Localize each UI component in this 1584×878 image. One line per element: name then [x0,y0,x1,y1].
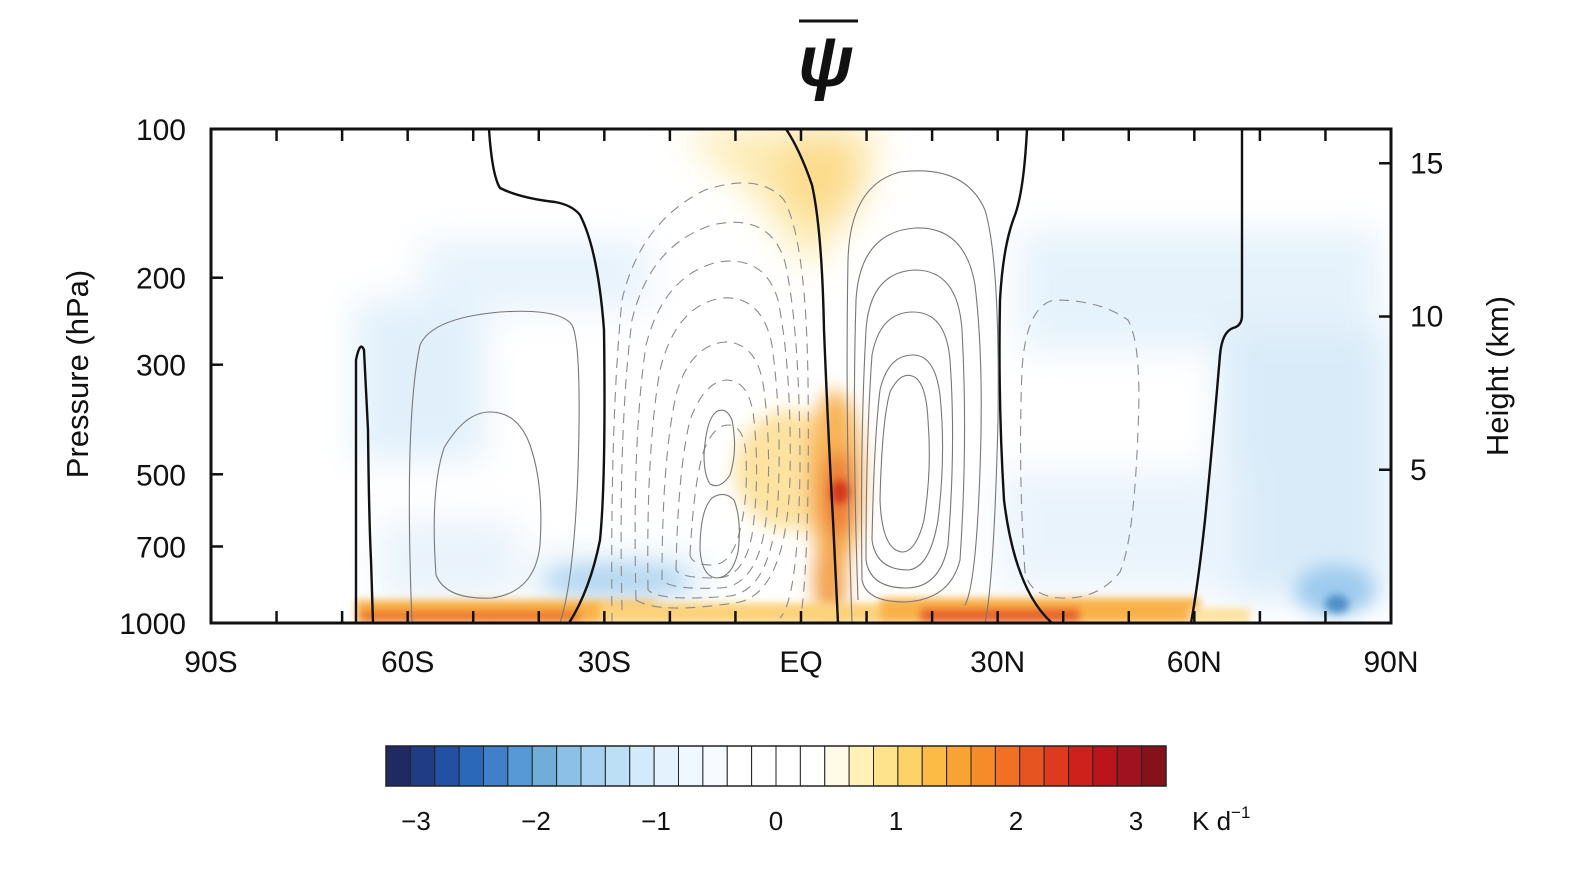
colorbar-bin [653,745,679,787]
colorbar-bin [970,745,996,787]
colorbar-tick-label: −3 [401,806,431,836]
colorbar-bin [678,745,704,787]
colorbar-frame [385,745,1167,787]
y-tick-label-left: 200 [136,263,186,296]
y-tick-label-right: 15 [1410,147,1443,180]
plot-area: 90S 60S 30S EQ 30N 60N 90N 100 200 300 500 700 1000… [119,114,1443,679]
x-tick-label: 30S [578,646,631,679]
colorbar-bin [556,745,582,787]
colorbar-bin [702,745,728,787]
colorbar-bin [994,745,1021,787]
y-tick-label-left: 100 [136,114,186,147]
x-tick-label: 30N [970,646,1025,679]
colorbar-tick-labels: −3 −2 −1 0 1 2 3 [401,806,1143,836]
colorbar-unit-base: K d [1192,806,1231,836]
colorbar-unit: K d−1 [1192,803,1250,836]
x-tick-label: 60N [1167,646,1222,679]
colorbar-tick-label: 0 [769,806,783,836]
colorbar-unit-exponent: −1 [1231,803,1250,822]
y-tick-label-right: 10 [1410,301,1443,334]
colorbar-bin [434,745,460,787]
y-tick-label-right: 5 [1410,454,1427,487]
colorbar-tick-label: 2 [1009,806,1023,836]
colorbar-bin [580,745,606,787]
title-text: ψ [798,22,854,102]
y-axis-left-label: Pressure (hPa) [60,270,95,478]
colorbar-bin [531,745,558,787]
colorbar-bin [385,745,411,787]
colorbar-bin [458,745,484,787]
colorbar-bin [848,745,874,787]
y-tick-label-left: 300 [136,350,186,383]
positive-contours [408,170,999,623]
colorbar-bin [873,745,899,787]
colorbar-bin [483,745,509,787]
colorbar-tick-label: −1 [641,806,671,836]
colorbar-bin [1092,745,1118,787]
colorbar-bin [897,745,923,787]
y-axis-right-label: Height (km) [1480,296,1515,456]
colorbar-bins [385,745,1167,787]
chart-title: ψ [798,19,858,102]
colorbar-bin [921,745,948,787]
colorbar-bin [409,745,436,787]
heating-shading [211,129,1391,623]
negative-contours [611,182,1140,623]
colorbar-bin [604,745,631,787]
colorbar-bin [824,745,850,787]
colorbar-bin [629,745,655,787]
streamfunction-contours [354,129,1244,623]
colorbar-bin [1141,745,1167,787]
colorbar: −3 −2 −1 0 1 2 3 K d−1 [385,745,1250,836]
x-tick-label: 60S [381,646,434,679]
colorbar-bin [799,745,826,787]
x-tick-label: 90N [1363,646,1418,679]
y-axis-right-ticks: 15 10 5 [1379,147,1443,487]
x-tick-label: 90S [184,646,237,679]
colorbar-bin [726,745,753,787]
y-tick-label-left: 1000 [119,608,186,641]
x-tick-label: EQ [779,646,822,679]
colorbar-bin [946,745,972,787]
colorbar-bin [775,745,801,787]
y-tick-label-left: 500 [136,459,186,492]
colorbar-tick-label: −2 [521,806,551,836]
colorbar-bin [1043,745,1069,787]
y-axis-left-ticks: 100 200 300 500 700 1000 [119,114,223,641]
colorbar-bin [751,745,777,787]
colorbar-tick-label: 1 [889,806,903,836]
colorbar-tick-label: 3 [1129,806,1143,836]
colorbar-bin [1019,745,1045,787]
colorbar-bin [507,745,533,787]
colorbar-bin [1116,745,1143,787]
colorbar-bin [1068,745,1094,787]
zero-contours [354,129,1244,623]
x-axis-ticks: 90S 60S 30S EQ 30N 60N 90N [184,129,1419,679]
y-tick-label-left: 700 [136,531,186,564]
